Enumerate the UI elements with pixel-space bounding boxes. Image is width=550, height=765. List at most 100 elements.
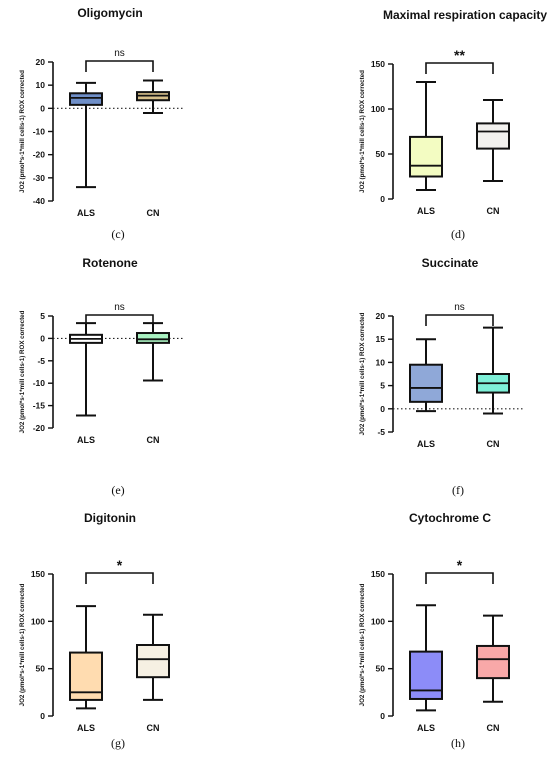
box-als [69,81,103,189]
significance-bracket [85,572,154,584]
y-tick-label: 0 [40,103,45,113]
iqr-box [476,644,510,680]
category-label: ALS [77,435,95,445]
box-als [409,604,443,712]
y-tick-label: 10 [36,80,46,90]
category-label: ALS [417,439,435,449]
y-tick-label: -20 [33,150,46,160]
y-tick-label: 50 [376,664,386,674]
y-tick-label: -10 [33,127,46,137]
category-label: ALS [77,723,95,733]
y-tick-label: 0 [40,333,45,343]
y-tick-label: 150 [371,569,385,579]
iqr-box [409,650,443,700]
y-tick-label: 0 [380,711,385,721]
significance-bracket [85,60,154,72]
significance-label: ns [454,302,465,313]
significance-label: ns [114,302,125,313]
y-tick-label: 50 [36,664,46,674]
y-tick-label: 150 [31,569,45,579]
category-label: CN [147,435,160,445]
chart-panel-2: Maximal respiration capacity JO2 (pmol*s-… [359,8,547,241]
iqr-box [409,135,443,178]
box-cn [136,322,170,382]
panel-caption: (h) [451,736,465,750]
y-tick-label: -10 [33,378,46,388]
y-axis-label: JO2 (pmol*s-1*mill cells-1) ROX correcte… [19,70,26,193]
y-tick-label: 0 [380,194,385,204]
panel-caption: (g) [111,736,125,750]
y-tick-label: 5 [380,381,385,391]
significance-bracket [425,314,494,326]
panel-caption: (f) [452,483,464,497]
y-tick-label: 10 [376,357,386,367]
y-axis-label: JO2 (pmol*s-1*mill cells-1) ROX correcte… [359,70,366,193]
y-tick-label: -40 [33,196,46,206]
y-axis-label: JO2 (pmol*s-1*mill cells-1) ROX correcte… [359,312,366,435]
y-tick-label: -30 [33,173,46,183]
y-tick-label: -5 [37,356,45,366]
box-cn [136,79,170,114]
chart-title: Succinate [422,256,479,270]
significance-bracket [425,62,494,74]
y-tick-label: 100 [371,104,385,114]
chart-panel-1: Oligomycin JO2 (pmol*s-1*mill cells-1) RO… [19,6,183,241]
y-tick-label: 100 [31,616,45,626]
category-label: CN [487,206,500,216]
y-axis-label: JO2 (pmol*s-1*mill cells-1) ROX correcte… [359,583,366,706]
iqr-box [136,332,170,344]
chart-panel-6: Cytochrome C JO2 (pmol*s-1*mill cells-1) … [359,511,510,750]
iqr-box [69,92,103,106]
chart-title: Rotenone [82,256,138,270]
chart-title: Cytochrome C [409,511,491,525]
y-tick-label: 20 [36,57,46,67]
category-label: CN [487,723,500,733]
chart-title: Digitonin [84,511,136,525]
chart-panel-3: Rotenone JO2 (pmol*s-1*mill cells-1) ROX … [19,256,183,497]
chart-panel-4: Succinate JO2 (pmol*s-1*mill cells-1) ROX… [359,256,523,497]
box-als [69,322,103,417]
y-tick-label: -20 [33,423,46,433]
y-tick-label: 0 [40,711,45,721]
category-label: ALS [77,208,95,218]
chart-title: Oligomycin [77,6,142,20]
significance-label: * [457,557,463,573]
y-tick-label: 100 [371,616,385,626]
panel-caption: (c) [111,227,124,241]
y-tick-label: -15 [33,401,46,411]
box-als [409,338,443,413]
y-tick-label: 0 [380,404,385,414]
significance-label: * [117,557,123,573]
category-label: CN [147,723,160,733]
box-cn [136,613,170,701]
y-tick-label: 20 [376,311,386,321]
significance-label: ** [454,47,465,63]
y-tick-label: 15 [376,334,386,344]
y-tick-label: 150 [371,59,385,69]
chart-title: Maximal respiration capacity [383,8,547,22]
category-label: ALS [417,206,435,216]
significance-bracket [85,314,154,326]
box-cn [476,614,510,703]
iqr-box [476,122,510,150]
y-axis-label: JO2 (pmol*s-1*mill cells-1) ROX correcte… [19,310,26,433]
category-label: ALS [417,723,435,733]
iqr-box [136,644,170,679]
y-tick-label: 5 [40,311,45,321]
box-als [409,81,443,191]
chart-panel-5: Digitonin JO2 (pmol*s-1*mill cells-1) ROX… [19,511,170,750]
box-cn [476,326,510,415]
y-tick-label: -5 [377,427,385,437]
category-label: CN [147,208,160,218]
category-label: CN [487,439,500,449]
iqr-box [409,363,443,403]
panel-caption: (d) [451,227,465,241]
box-als [69,605,103,710]
box-cn [476,99,510,182]
panel-caption: (e) [111,483,124,497]
significance-bracket [425,572,494,584]
y-axis-label: JO2 (pmol*s-1*mill cells-1) ROX correcte… [19,583,26,706]
y-tick-label: 50 [376,149,386,159]
significance-label: ns [114,48,125,59]
